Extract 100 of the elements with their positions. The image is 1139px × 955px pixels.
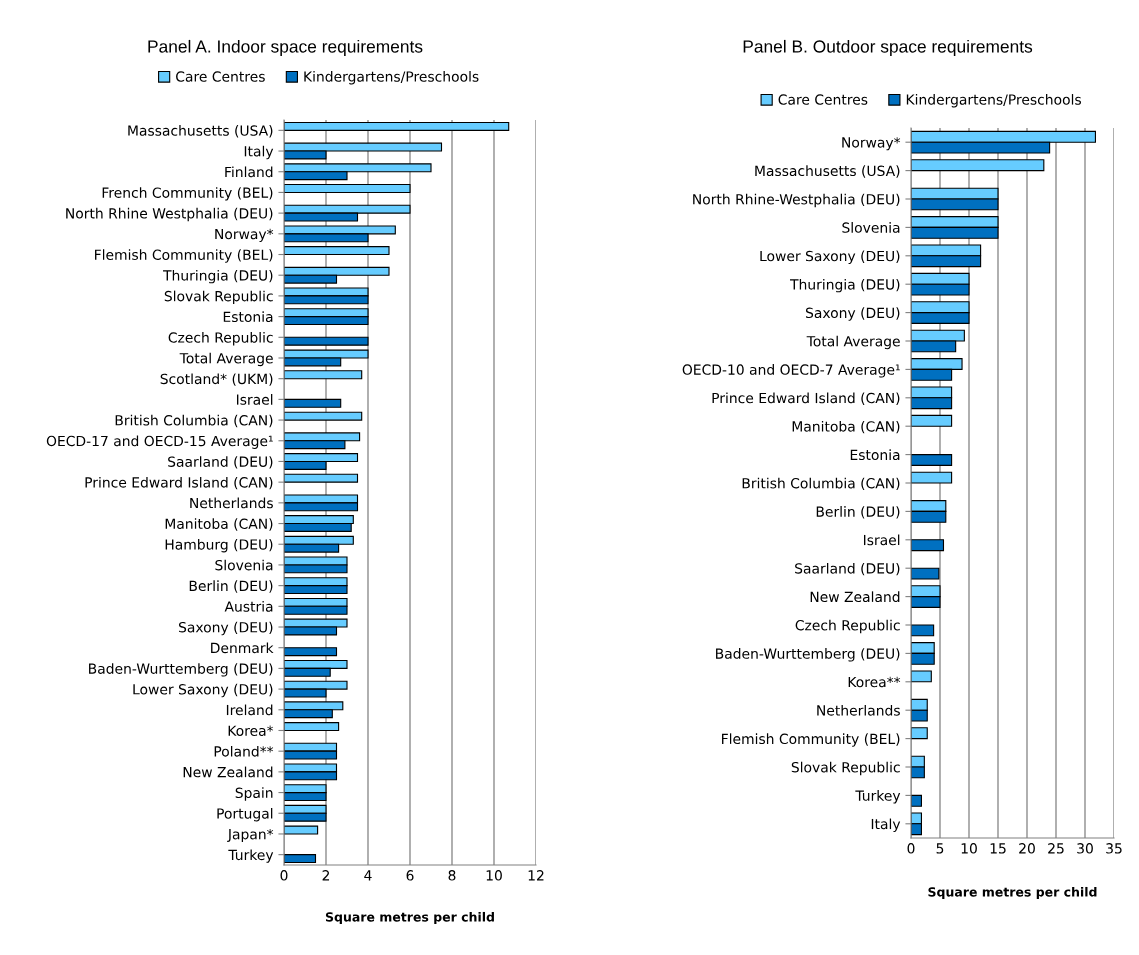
y-tick-label: Portugal	[217, 807, 273, 822]
legend-label: Kindergartens/Preschools	[906, 94, 1081, 108]
y-tick-label: Thuringia (DEU)	[790, 278, 900, 293]
bar	[911, 624, 935, 637]
bar	[911, 414, 953, 427]
y-tick-label: Norway*	[842, 137, 901, 151]
legend-label: Care Centres	[778, 94, 868, 105]
y-tick-label: Total Average	[806, 335, 900, 350]
y-tick-label: Denmark	[211, 642, 274, 654]
bar	[911, 794, 922, 807]
bar	[911, 159, 1045, 172]
x-tick-label: 8	[448, 870, 456, 881]
y-tick-label: Spain	[235, 787, 273, 801]
y-tick-label: Italy	[244, 145, 274, 160]
y-tick-label: Japan*	[227, 828, 274, 843]
y-tick-label: Slovenia	[842, 222, 900, 233]
y-tick-label: Poland**	[214, 745, 274, 757]
x-tick-label: 6	[406, 870, 414, 881]
legend-label: Kindergartens/Preschools	[304, 71, 479, 85]
y-tick-label: Flemish Community (BEL)	[722, 733, 900, 747]
y-tick-label: Manitoba (CAN)	[165, 518, 273, 531]
bar	[284, 370, 363, 380]
bar	[284, 411, 363, 421]
y-tick-label: Scotland* (UKM)	[160, 373, 273, 386]
y-tick-label: Slovenia	[215, 559, 273, 571]
y-tick-label: Finland	[225, 166, 273, 178]
x-axis-title: Square metres per child	[325, 911, 494, 925]
y-tick-label: Lower Saxony (DEU)	[760, 250, 900, 264]
x-tick-label: 5	[936, 843, 944, 854]
y-tick-label: Estonia	[223, 311, 273, 323]
bar	[911, 471, 953, 484]
y-tick-label: Thuringia (DEU)	[163, 269, 273, 284]
y-tick-label: Saarland (DEU)	[795, 562, 900, 576]
x-tick-label: 25	[1048, 843, 1064, 854]
y-tick-label: Massachusetts (USA)	[128, 125, 273, 138]
y-tick-label: Korea*	[228, 725, 274, 736]
x-tick-label: 15	[990, 843, 1006, 854]
y-tick-label: Berlin (DEU)	[816, 506, 900, 519]
y-tick-label: Norway*	[215, 228, 274, 242]
bar	[911, 670, 932, 683]
y-tick-label: Czech Republic	[168, 332, 273, 346]
chart-title: Panel A. Indoor space requirements	[148, 39, 423, 57]
y-tick-label: Korea**	[848, 676, 901, 688]
y-tick-label: Saarland (DEU)	[168, 456, 273, 469]
y-tick-label: New Zealand	[810, 591, 900, 603]
y-tick-label: North Rhine-Westphalia (DEU)	[693, 193, 900, 208]
y-tick-label: Prince Edward Island (CAN)	[85, 476, 273, 490]
y-tick-label: British Columbia (CAN)	[115, 414, 273, 428]
bar	[911, 454, 953, 466]
y-tick-label: Slovak Republic	[164, 290, 273, 305]
bar	[284, 722, 340, 732]
y-tick-label: Italy	[871, 818, 901, 832]
y-tick-label: Netherlands	[817, 704, 900, 716]
y-tick-label: French Community (BEL)	[102, 187, 273, 201]
y-tick-label: Total Average	[179, 352, 273, 367]
y-tick-label: Netherlands	[190, 497, 273, 509]
y-tick-label: OECD-17 and OECD-15 Average¹	[46, 435, 273, 449]
bar	[284, 473, 359, 483]
x-axis-title: Square metres per child	[928, 886, 1097, 900]
x-tick-label: 0	[907, 843, 915, 854]
y-tick-label: North Rhine Westphalia (DEU)	[66, 207, 273, 222]
y-tick-label: OECD-10 and OECD-7 Average¹	[682, 364, 900, 378]
y-tick-label: New Zealand	[183, 766, 273, 778]
legend-label: Care Centres	[176, 71, 265, 82]
y-tick-label: Israel	[236, 394, 273, 405]
bar	[911, 567, 940, 580]
bar	[284, 184, 411, 193]
y-tick-label: Baden-Wurttemberg (DEU)	[716, 648, 900, 662]
x-tick-label: 2	[322, 870, 330, 881]
y-tick-label: Austria	[224, 601, 273, 612]
y-tick-label: Turkey	[855, 790, 901, 804]
y-tick-label: Estonia	[850, 449, 900, 461]
bar	[911, 539, 945, 552]
y-tick-label: Berlin (DEU)	[189, 580, 273, 593]
x-tick-label: 20	[1019, 843, 1035, 854]
bar	[284, 246, 390, 256]
y-tick-label: Flemish Community (BEL)	[95, 249, 273, 263]
x-tick-label: 10	[961, 843, 977, 854]
chart-title: Panel B. Outdoor space requirements	[743, 39, 1033, 57]
bar	[284, 854, 317, 864]
x-tick-label: 4	[364, 870, 372, 881]
x-tick-label: 30	[1077, 843, 1093, 854]
y-tick-label: Czech Republic	[795, 619, 900, 634]
y-tick-label: Turkey	[228, 849, 274, 863]
y-tick-label: Saxony (DEU)	[178, 621, 273, 636]
y-tick-label: Hamburg (DEU)	[165, 538, 273, 553]
y-tick-label: Baden-Wurttemberg (DEU)	[89, 663, 273, 677]
bar	[284, 398, 342, 408]
bar	[284, 121, 510, 131]
x-tick-label: 35	[1106, 843, 1122, 854]
y-tick-label: British Columbia (CAN)	[742, 477, 900, 491]
bar	[284, 647, 338, 657]
y-tick-label: Manitoba (CAN)	[792, 420, 900, 434]
x-tick-label: 0	[280, 870, 288, 881]
y-tick-label: Ireland	[226, 704, 273, 716]
bar	[284, 825, 319, 835]
bar	[911, 727, 928, 740]
y-tick-label: Massachusetts (USA)	[755, 165, 900, 178]
y-tick-label: Saxony (DEU)	[805, 307, 900, 321]
y-tick-label: Israel	[863, 534, 900, 546]
